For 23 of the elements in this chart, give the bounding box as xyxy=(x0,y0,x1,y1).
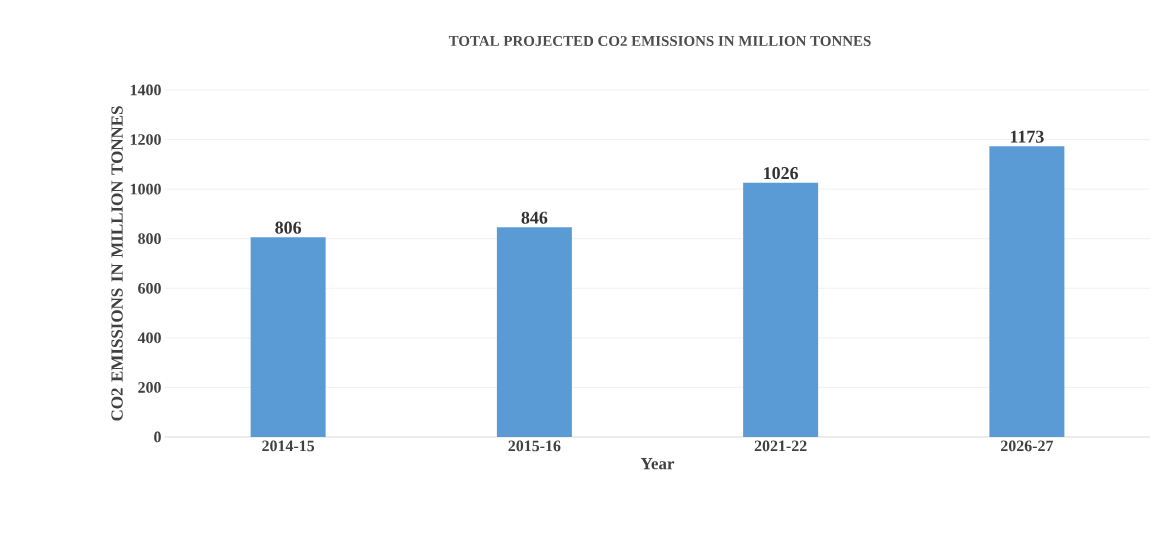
y-tick-label: 200 xyxy=(138,382,161,393)
data-label: 846 xyxy=(521,211,548,224)
data-label: 806 xyxy=(275,221,302,234)
data-label: 1173 xyxy=(1010,130,1044,143)
bar xyxy=(496,227,572,437)
bar xyxy=(250,237,326,437)
bar xyxy=(989,146,1065,437)
data-label: 1026 xyxy=(764,167,799,180)
x-tick-label: 2015-16 xyxy=(508,440,561,452)
x-axis-title: Year xyxy=(640,458,675,470)
y-tick-label: 600 xyxy=(138,282,161,294)
y-axis-title: CO2 EMISSIONS IN MILLION TONNES xyxy=(111,106,123,421)
x-tick-label: 2026-27 xyxy=(1000,440,1054,452)
y-tick-label: 1400 xyxy=(130,84,161,96)
bar xyxy=(743,182,819,437)
x-tick-label: 2021-22 xyxy=(754,440,807,452)
y-tick-label: 800 xyxy=(138,233,161,245)
y-tick-label: 1200 xyxy=(130,134,161,145)
y-tick-label: 400 xyxy=(137,332,161,344)
y-tick-label: 0 xyxy=(154,431,161,443)
x-tick-label: 2014-15 xyxy=(262,440,315,452)
chart-title: TOTAL PROJECTED CO2 EMISSIONS IN MILLION TONNES xyxy=(448,35,871,46)
y-tick-label: 1000 xyxy=(130,183,161,195)
